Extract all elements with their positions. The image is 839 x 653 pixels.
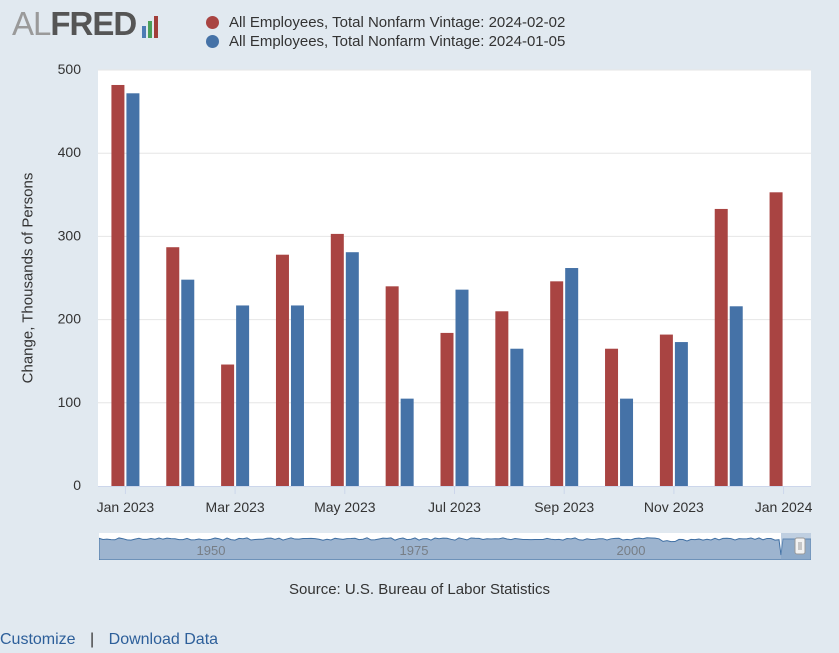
y-tick-label: 200 bbox=[58, 311, 82, 327]
y-tick-label: 500 bbox=[58, 61, 82, 77]
plot-background bbox=[98, 70, 811, 486]
bar bbox=[674, 342, 688, 486]
y-tick-label: 400 bbox=[58, 144, 82, 160]
bar bbox=[166, 247, 180, 486]
bar bbox=[659, 334, 673, 486]
legend-label: All Employees, Total Nonfarm Vintage: 20… bbox=[229, 33, 566, 50]
navigator-year-label: 2000 bbox=[617, 543, 646, 558]
legend-item-vintage-2024-02-02[interactable]: All Employees, Total Nonfarm Vintage: 20… bbox=[206, 13, 565, 32]
legend-label: All Employees, Total Nonfarm Vintage: 20… bbox=[229, 14, 566, 31]
bar-chart: 0 100 200 300 400 500 Jan 2023 Mar 2023 May 2023… bbox=[58, 61, 813, 515]
navigator-year-label: 1950 bbox=[197, 543, 226, 558]
navigator-handle-icon[interactable] bbox=[794, 537, 806, 555]
logo-prefix: AL bbox=[12, 5, 51, 42]
bar bbox=[440, 332, 454, 486]
customize-link[interactable]: Customize bbox=[0, 631, 76, 648]
bar bbox=[236, 305, 250, 486]
bar bbox=[620, 398, 634, 486]
bar bbox=[385, 286, 399, 486]
x-tick-label: Nov 2023 bbox=[644, 499, 704, 515]
bar bbox=[275, 254, 289, 486]
bar bbox=[510, 348, 524, 486]
x-tick-label: Jan 2023 bbox=[97, 499, 155, 515]
bar bbox=[181, 279, 195, 486]
bar bbox=[565, 268, 579, 486]
legend-item-vintage-2024-01-05[interactable]: All Employees, Total Nonfarm Vintage: 20… bbox=[206, 32, 565, 51]
chart-legend: All Employees, Total Nonfarm Vintage: 20… bbox=[206, 13, 565, 51]
footer-links: Customize | Download Data bbox=[0, 631, 218, 649]
navigator-year-label: 1975 bbox=[400, 543, 429, 558]
legend-marker-icon bbox=[206, 35, 219, 48]
y-tick-label: 100 bbox=[58, 394, 82, 410]
link-separator: | bbox=[90, 631, 95, 648]
bar bbox=[330, 233, 344, 486]
bar bbox=[769, 192, 783, 486]
alfred-logo: AL FRED bbox=[12, 5, 159, 42]
bar bbox=[126, 93, 140, 487]
logo-brand: FRED bbox=[50, 5, 137, 42]
bar bbox=[550, 281, 564, 486]
bar bbox=[290, 305, 304, 486]
bar bbox=[605, 348, 619, 486]
bar bbox=[400, 398, 414, 486]
bar bbox=[455, 289, 469, 486]
legend-marker-icon bbox=[206, 16, 219, 29]
bar bbox=[495, 311, 509, 486]
bar bbox=[345, 252, 359, 486]
range-navigator[interactable]: 1950 1975 2000 bbox=[99, 533, 811, 560]
y-tick-label: 300 bbox=[58, 227, 82, 243]
x-tick-label: Sep 2023 bbox=[534, 499, 594, 515]
navigator-series: 1950 1975 2000 bbox=[99, 533, 811, 560]
bar bbox=[111, 84, 125, 486]
fred-bars-icon bbox=[142, 16, 159, 38]
bar bbox=[729, 306, 743, 486]
bar bbox=[714, 208, 728, 486]
bar bbox=[221, 364, 235, 486]
download-data-link[interactable]: Download Data bbox=[108, 631, 219, 648]
x-tick-label: May 2023 bbox=[314, 499, 376, 515]
x-tick-label: Mar 2023 bbox=[206, 499, 265, 515]
x-tick-label: Jul 2023 bbox=[428, 499, 481, 515]
navigator-area bbox=[99, 537, 811, 560]
source-note: Source: U.S. Bureau of Labor Statistics bbox=[289, 581, 550, 598]
x-tick-label: Jan 2024 bbox=[755, 499, 813, 515]
y-tick-label: 0 bbox=[73, 477, 81, 493]
